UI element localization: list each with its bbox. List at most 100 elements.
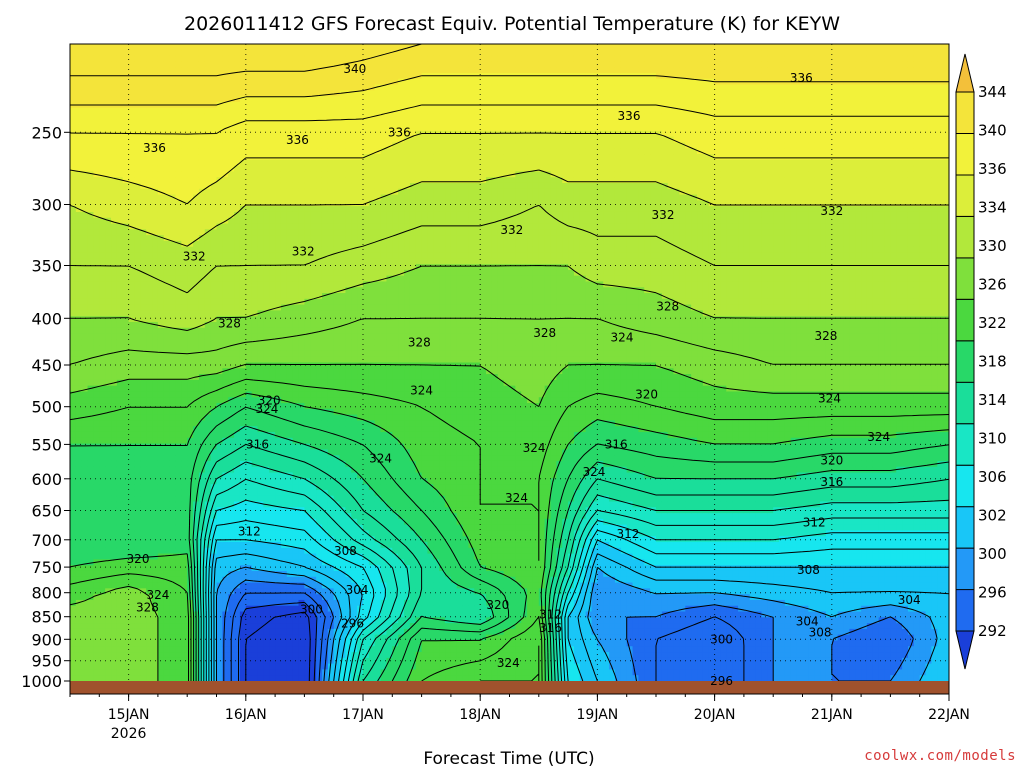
field-cell [245, 594, 253, 601]
field-cell [204, 119, 212, 126]
field-cell [169, 200, 177, 207]
field-cell [140, 507, 147, 514]
field-cell [181, 235, 188, 242]
field-cell [204, 177, 212, 184]
field-cell [316, 113, 323, 120]
field-cell [116, 605, 124, 613]
field-cell [316, 333, 323, 340]
field-cell [269, 495, 276, 503]
field-cell [75, 345, 83, 352]
field-cell [310, 455, 317, 462]
field-cell [316, 495, 323, 503]
field-cell [257, 211, 264, 219]
field-cell [70, 194, 77, 201]
field-cell [275, 96, 282, 103]
field-cell [81, 206, 89, 213]
field-cell [87, 518, 95, 526]
field-cell [304, 339, 311, 346]
field-cell [239, 49, 247, 57]
field-cell [122, 49, 130, 57]
field-cell [298, 495, 305, 503]
field-cell [286, 646, 294, 653]
field-cell [286, 339, 294, 346]
field-cell [280, 646, 288, 653]
field-cell [99, 223, 106, 230]
field-cell [122, 206, 130, 213]
field-cell [198, 565, 206, 572]
field-cell [292, 310, 300, 317]
field-cell [316, 368, 323, 375]
field-cell [93, 414, 100, 422]
field-cell [152, 44, 159, 51]
field-cell [292, 229, 300, 236]
field-cell [70, 177, 77, 184]
field-cell [187, 460, 194, 468]
field-cell [105, 298, 112, 306]
field-cell [157, 599, 165, 607]
field-cell [222, 565, 229, 572]
field-cell [234, 72, 241, 80]
field-cell [239, 217, 247, 225]
field-cell [216, 136, 223, 144]
field-cell [269, 646, 276, 653]
field-cell [169, 310, 177, 317]
field-cell [228, 113, 235, 120]
field-cell [280, 200, 288, 207]
field-cell [140, 165, 147, 172]
field-cell [70, 78, 77, 86]
field-cell [152, 49, 159, 57]
field-cell [175, 652, 182, 659]
field-cell [333, 130, 341, 138]
field-cell [216, 287, 223, 294]
field-cell [216, 426, 223, 433]
field-cell [245, 611, 253, 618]
field-cell [286, 55, 294, 62]
field-cell [70, 229, 77, 236]
field-cell [239, 443, 247, 450]
field-cell [116, 588, 124, 595]
field-cell [81, 570, 89, 578]
field-cell [70, 379, 77, 387]
field-cell [157, 223, 165, 230]
field-cell [105, 182, 112, 190]
field-cell [204, 107, 212, 115]
field-cell [198, 489, 206, 497]
field-cell [140, 235, 147, 242]
field-cell [163, 397, 171, 404]
field-cell [304, 576, 311, 584]
field-cell [70, 640, 77, 647]
field-cell [75, 316, 83, 323]
field-cell [146, 235, 153, 242]
field-cell [152, 484, 159, 491]
field-cell [292, 171, 300, 178]
field-cell [269, 611, 276, 618]
field-cell [321, 119, 329, 126]
field-cell [321, 646, 329, 653]
field-cell [222, 385, 229, 393]
field-cell [321, 374, 329, 381]
field-cell [140, 374, 147, 381]
field-cell [245, 298, 253, 306]
field-cell [116, 240, 124, 248]
field-cell [210, 148, 218, 155]
field-cell [157, 252, 165, 259]
field-cell [87, 391, 95, 398]
field-cell [169, 316, 177, 323]
field-cell [116, 321, 124, 329]
field-cell [134, 148, 141, 155]
field-cell [128, 298, 136, 306]
field-cell [304, 200, 311, 207]
field-cell [81, 368, 89, 375]
field-cell [198, 403, 206, 410]
field-cell [234, 55, 241, 62]
field-cell [75, 397, 83, 404]
field-cell [111, 420, 118, 427]
field-cell [116, 460, 124, 468]
field-cell [122, 663, 130, 671]
field-cell [304, 675, 311, 682]
field-cell [280, 298, 288, 306]
field-cell [157, 669, 165, 676]
field-cell [157, 530, 165, 537]
field-cell [316, 530, 323, 537]
field-cell [175, 327, 182, 335]
